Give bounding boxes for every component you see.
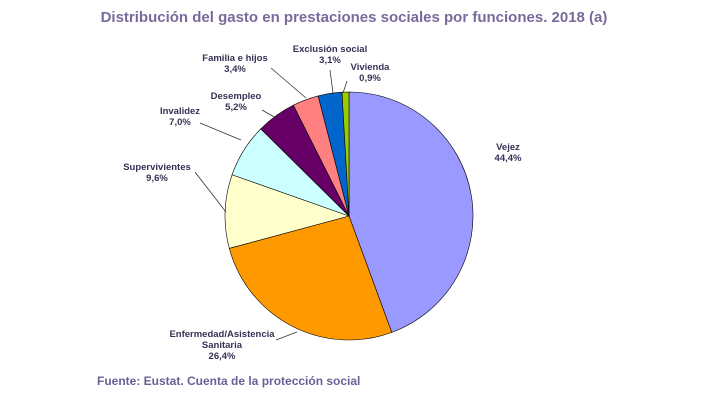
slice-label-desempleo: Desempleo 5,2%	[211, 91, 262, 113]
leader-line-enfermedad-asistencia-sanitaria	[275, 331, 298, 341]
chart-title: Distribución del gasto en prestaciones s…	[100, 9, 608, 26]
slice-label-familia-e-hijos: Familia e hijos 3,4%	[202, 53, 267, 75]
slice-label-vejez: Vejez 44,4%	[495, 142, 522, 164]
slice-label-enfermedad-asistencia-sanitaria: Enfermedad/Asistencia Sanitaria 26,4%	[169, 329, 275, 362]
slice-label-vivienda: Vivienda 0,9%	[351, 62, 391, 84]
slice-label-invalidez: Invalidez 7,0%	[160, 106, 200, 128]
leader-line-invalidez	[199, 122, 242, 141]
pie-slice-enfermedad-asistencia-sanitaria	[228, 215, 393, 341]
slice-label-supervivientes: Supervivientes 9,6%	[123, 162, 191, 184]
source-note: Fuente: Eustat. Cuenta de la protección …	[97, 374, 361, 388]
leader-line-desempleo	[261, 109, 277, 119]
pie-slice-vivienda	[341, 91, 350, 217]
pie-slice-vejez	[348, 91, 474, 333]
slice-label-exclusion-social: Exclusión social 3,1%	[293, 44, 367, 66]
leader-line-familia-e-hijos	[270, 67, 307, 99]
leader-line-exclusion-social	[329, 69, 334, 94]
leader-line-vivienda	[342, 80, 348, 94]
leader-line-supervivientes	[194, 171, 227, 213]
